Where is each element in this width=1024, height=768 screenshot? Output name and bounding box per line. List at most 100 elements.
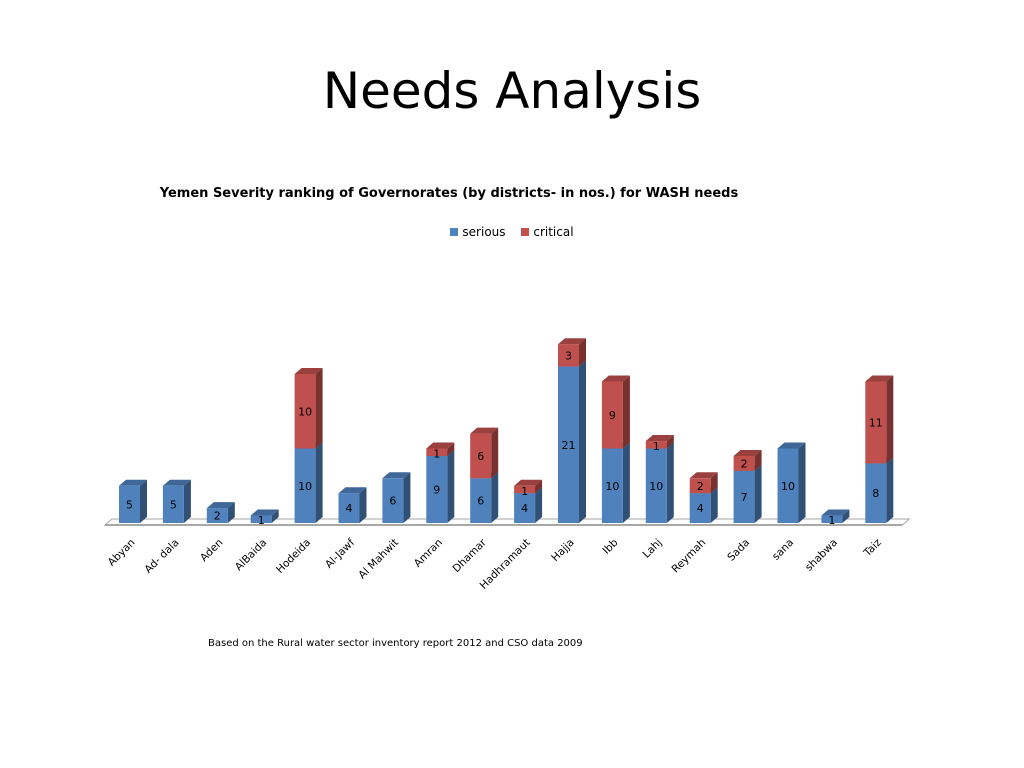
data-label-serious: 7 xyxy=(741,491,748,504)
data-label-critical: 11 xyxy=(869,416,883,429)
bar-top-critical xyxy=(645,435,674,442)
bar-serious xyxy=(382,478,404,523)
x-tick-label: Dhamar xyxy=(451,536,490,575)
bar-side-serious xyxy=(754,464,762,523)
data-label-serious: 10 xyxy=(298,480,312,493)
legend-swatch-critical xyxy=(521,228,530,236)
x-tick-label: Reymah xyxy=(670,537,709,576)
data-label-serious: 21 xyxy=(562,439,576,452)
data-label-critical: 9 xyxy=(609,409,616,422)
bar-top-critical xyxy=(426,442,455,449)
bar-side-critical xyxy=(886,375,894,464)
bar-serious xyxy=(338,493,360,523)
x-tick-label: shabwa xyxy=(803,537,840,574)
x-tick-label: Amran xyxy=(412,537,445,570)
bar-top-critical xyxy=(733,449,762,456)
data-label-serious: 5 xyxy=(126,498,133,511)
x-tick-label: Abyan xyxy=(106,537,138,569)
bar-top-serious xyxy=(206,502,235,509)
bar-serious xyxy=(119,485,140,523)
x-tick-label: Sada xyxy=(725,537,752,564)
bar-serious xyxy=(777,448,799,523)
data-label-serious: 10 xyxy=(649,480,663,493)
chart-legend: serious critical xyxy=(0,225,1024,239)
data-label-serious: 4 xyxy=(346,502,353,515)
data-label-critical: 2 xyxy=(741,457,748,470)
bar-serious xyxy=(206,508,228,523)
bar-side-serious xyxy=(140,479,147,523)
bar-top-critical xyxy=(558,338,586,345)
bar-serious xyxy=(558,366,579,523)
bar-critical xyxy=(294,374,316,449)
bar-side-serious xyxy=(798,442,806,523)
legend-label-critical: critical xyxy=(533,225,574,239)
bar-critical xyxy=(514,485,536,494)
data-label-critical: 1 xyxy=(653,440,660,453)
bar-side-serious xyxy=(403,472,411,523)
data-label-serious: 10 xyxy=(781,480,795,493)
bar-critical xyxy=(470,433,492,479)
bar-side-critical xyxy=(447,442,455,456)
bar-side-serious xyxy=(622,442,630,523)
bar-top-critical xyxy=(689,472,718,479)
x-tick-label: Aden xyxy=(198,537,225,564)
x-tick-label: AlBaida xyxy=(233,537,270,574)
bar-serious xyxy=(514,493,536,523)
bar-side-critical xyxy=(315,368,323,449)
slide-title: Needs Analysis xyxy=(322,62,702,120)
bar-side-serious xyxy=(886,457,894,523)
bar-top-serious xyxy=(777,442,806,449)
source-note: Based on the Rural water sector inventor… xyxy=(208,638,583,649)
data-label-serious: 9 xyxy=(433,483,440,496)
bar-critical xyxy=(865,381,887,464)
bar-serious xyxy=(470,478,492,523)
data-label-serious: 4 xyxy=(697,502,704,515)
bar-side-serious xyxy=(271,509,279,523)
bar-side-critical xyxy=(535,479,543,494)
legend-label-serious: serious xyxy=(462,225,506,239)
bar-serious xyxy=(250,515,272,523)
data-label-serious: 2 xyxy=(214,510,221,523)
bar-serious xyxy=(426,455,448,523)
data-label-serious: 10 xyxy=(605,480,619,493)
bar-critical xyxy=(733,455,755,471)
bar-top-critical xyxy=(601,375,630,382)
bar-side-critical xyxy=(710,472,718,494)
data-label-serious: 1 xyxy=(258,514,265,527)
data-label-critical: 3 xyxy=(565,349,572,362)
x-tick-label: sana xyxy=(770,537,796,563)
data-label-serious: 1 xyxy=(828,514,835,527)
bar-serious xyxy=(689,493,711,523)
bar-side-serious xyxy=(447,449,455,523)
bar-serious xyxy=(821,515,843,523)
x-tick-label: Taiz xyxy=(861,536,884,559)
bar-critical xyxy=(558,344,579,367)
bar-critical xyxy=(645,441,667,449)
data-label-serious: 8 xyxy=(872,487,879,500)
bar-serious xyxy=(294,448,316,523)
bar-serious xyxy=(645,448,667,523)
bar-side-serious xyxy=(710,487,718,523)
x-tick-label: Hodeida xyxy=(274,537,313,576)
bar-top-serious xyxy=(821,509,850,516)
bar-side-serious xyxy=(183,479,191,523)
data-label-serious: 6 xyxy=(389,495,396,508)
bar-side-serious xyxy=(535,487,543,523)
bar-critical xyxy=(689,478,711,494)
data-label-serious: 5 xyxy=(170,498,177,511)
x-tick-label: Ibb xyxy=(600,536,620,556)
bar-top-critical xyxy=(865,375,894,382)
bar-side-serious xyxy=(579,360,586,523)
x-tick-label: Hajja xyxy=(549,537,576,564)
data-label-serious: 6 xyxy=(477,495,484,508)
bar-side-serious xyxy=(227,502,235,523)
legend-swatch-serious xyxy=(450,228,459,236)
bar-side-serious xyxy=(666,442,674,523)
bar-top-serious xyxy=(338,487,367,494)
data-label-critical: 6 xyxy=(477,450,484,463)
bar-side-critical xyxy=(491,427,499,479)
bar-top-serious xyxy=(162,479,191,486)
bar-critical xyxy=(426,448,448,456)
x-tick-label: Ad- dala xyxy=(142,537,181,576)
